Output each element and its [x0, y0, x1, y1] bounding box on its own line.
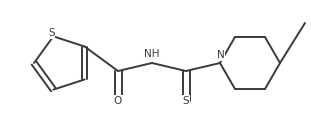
Text: S: S	[183, 96, 189, 106]
Text: N: N	[217, 50, 225, 60]
Text: O: O	[114, 96, 122, 106]
Text: NH: NH	[144, 49, 160, 59]
Text: S: S	[48, 28, 55, 38]
